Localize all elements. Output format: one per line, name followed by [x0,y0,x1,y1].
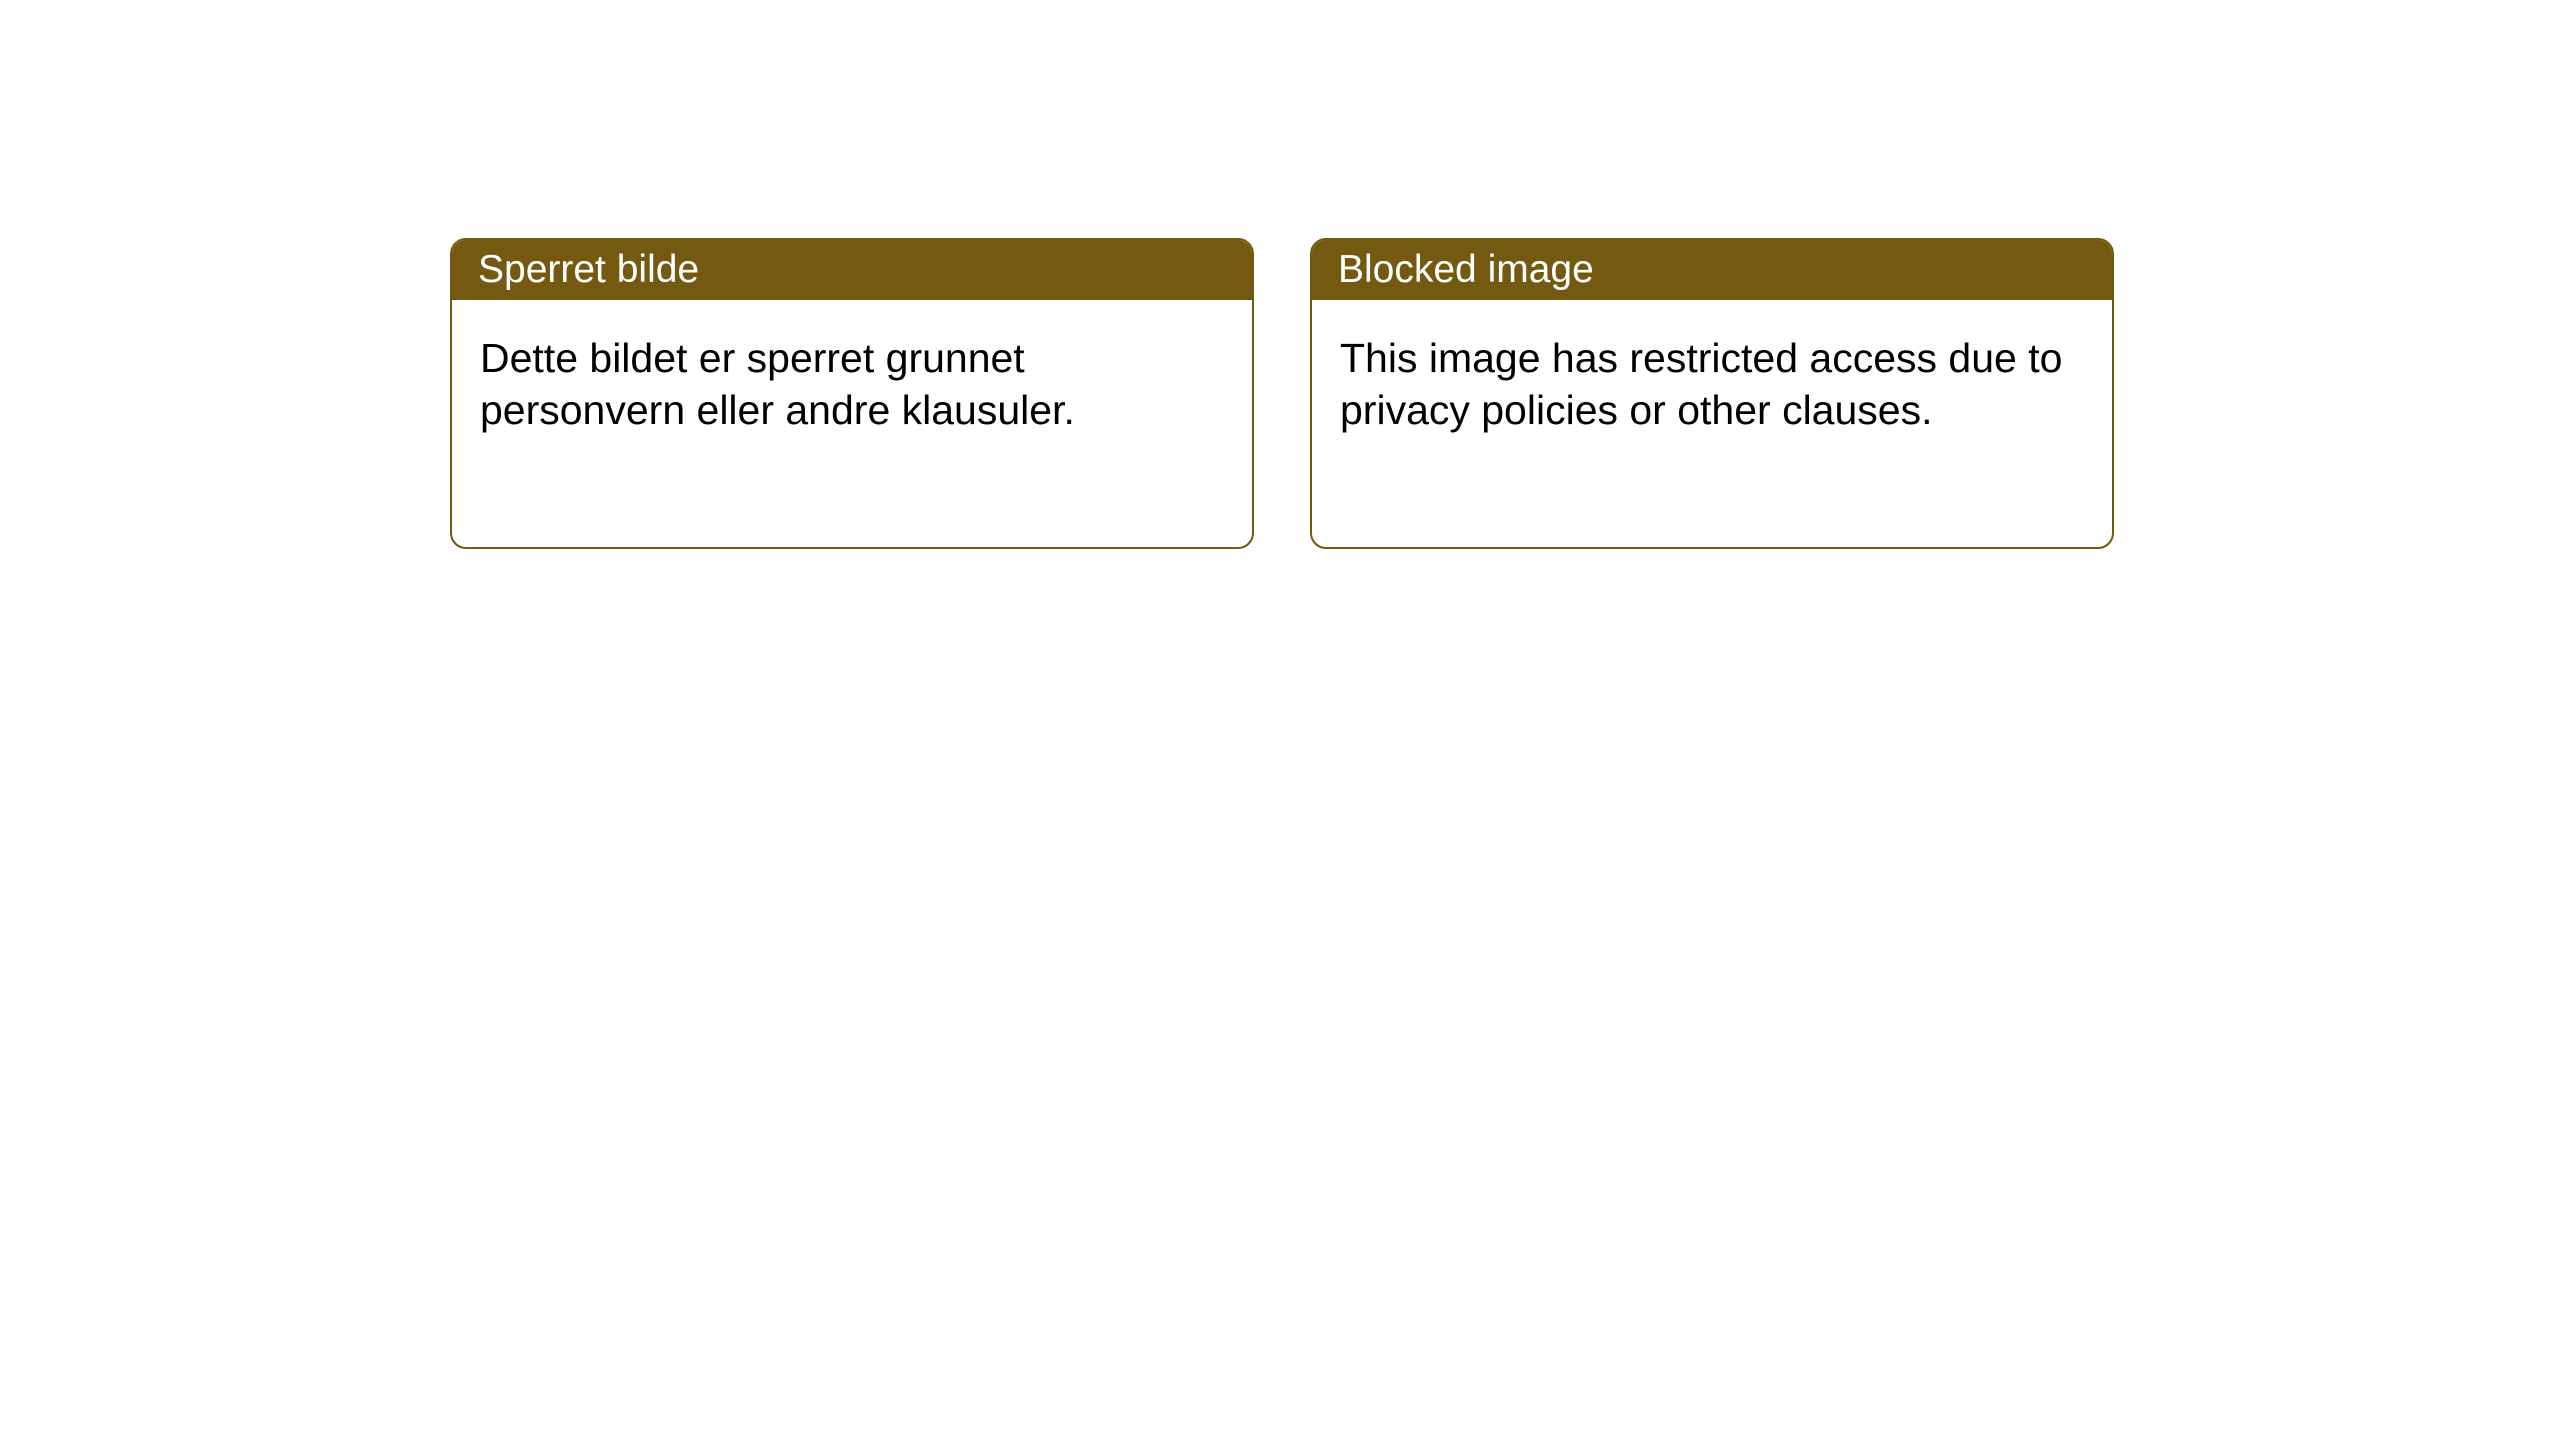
blocked-image-card-en: Blocked image This image has restricted … [1310,238,2114,549]
blocked-image-card-no: Sperret bilde Dette bildet er sperret gr… [450,238,1254,549]
card-body-no: Dette bildet er sperret grunnet personve… [452,300,1252,547]
card-message-no: Dette bildet er sperret grunnet personve… [480,335,1075,433]
card-title-no: Sperret bilde [478,248,699,291]
card-header-en: Blocked image [1312,240,2112,300]
notice-cards-container: Sperret bilde Dette bildet er sperret gr… [450,238,2114,549]
card-title-en: Blocked image [1338,248,1594,291]
card-message-en: This image has restricted access due to … [1340,335,2062,433]
card-header-no: Sperret bilde [452,240,1252,300]
card-body-en: This image has restricted access due to … [1312,300,2112,547]
